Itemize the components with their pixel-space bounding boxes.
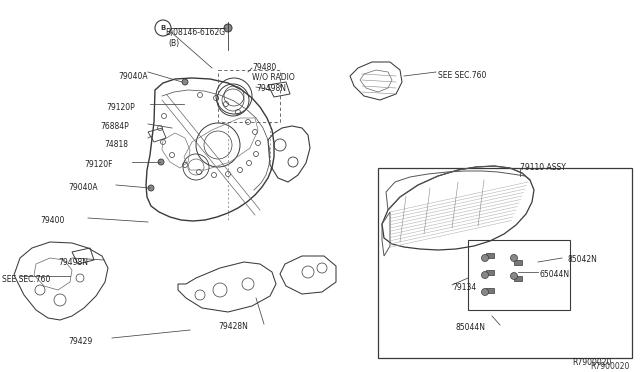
Bar: [514, 276, 522, 281]
Text: 79040A: 79040A: [118, 72, 148, 81]
Text: R7900020: R7900020: [591, 362, 630, 371]
Bar: [218, 70, 280, 122]
Circle shape: [481, 272, 488, 279]
Text: W/O RADIO: W/O RADIO: [252, 73, 295, 82]
Bar: [378, 168, 632, 358]
Text: SEE SEC.760: SEE SEC.760: [438, 71, 486, 80]
Text: 79040A: 79040A: [68, 183, 98, 192]
Text: 79134: 79134: [452, 283, 476, 292]
Text: B: B: [161, 25, 166, 31]
Text: 79120F: 79120F: [84, 160, 113, 169]
Text: 79120P: 79120P: [106, 103, 135, 112]
Text: 79400: 79400: [40, 216, 65, 225]
Text: 74818: 74818: [104, 140, 128, 149]
Bar: [468, 240, 570, 310]
Text: 85044N: 85044N: [455, 323, 485, 332]
Circle shape: [182, 79, 188, 85]
Text: 79498N: 79498N: [256, 84, 286, 93]
Text: (B): (B): [168, 39, 179, 48]
Text: 79429: 79429: [68, 337, 92, 346]
Text: 85042N: 85042N: [567, 255, 597, 264]
Text: 79110 ASSY: 79110 ASSY: [520, 163, 566, 172]
Bar: [486, 270, 494, 275]
Circle shape: [511, 254, 518, 262]
Circle shape: [158, 159, 164, 165]
Bar: [486, 288, 494, 293]
Text: SEE SEC.760: SEE SEC.760: [2, 275, 51, 284]
Bar: [486, 253, 494, 258]
Bar: [514, 260, 522, 265]
Text: 79498N: 79498N: [58, 258, 88, 267]
Circle shape: [481, 289, 488, 295]
Text: 79480: 79480: [252, 63, 276, 72]
Text: 79428N: 79428N: [218, 322, 248, 331]
Circle shape: [481, 254, 488, 262]
Text: 76884P: 76884P: [100, 122, 129, 131]
Text: R7900020: R7900020: [572, 358, 611, 367]
Text: 65044N: 65044N: [540, 270, 570, 279]
Circle shape: [224, 24, 232, 32]
Circle shape: [511, 273, 518, 279]
Circle shape: [148, 185, 154, 191]
Text: B)08146-6162G: B)08146-6162G: [165, 28, 225, 37]
